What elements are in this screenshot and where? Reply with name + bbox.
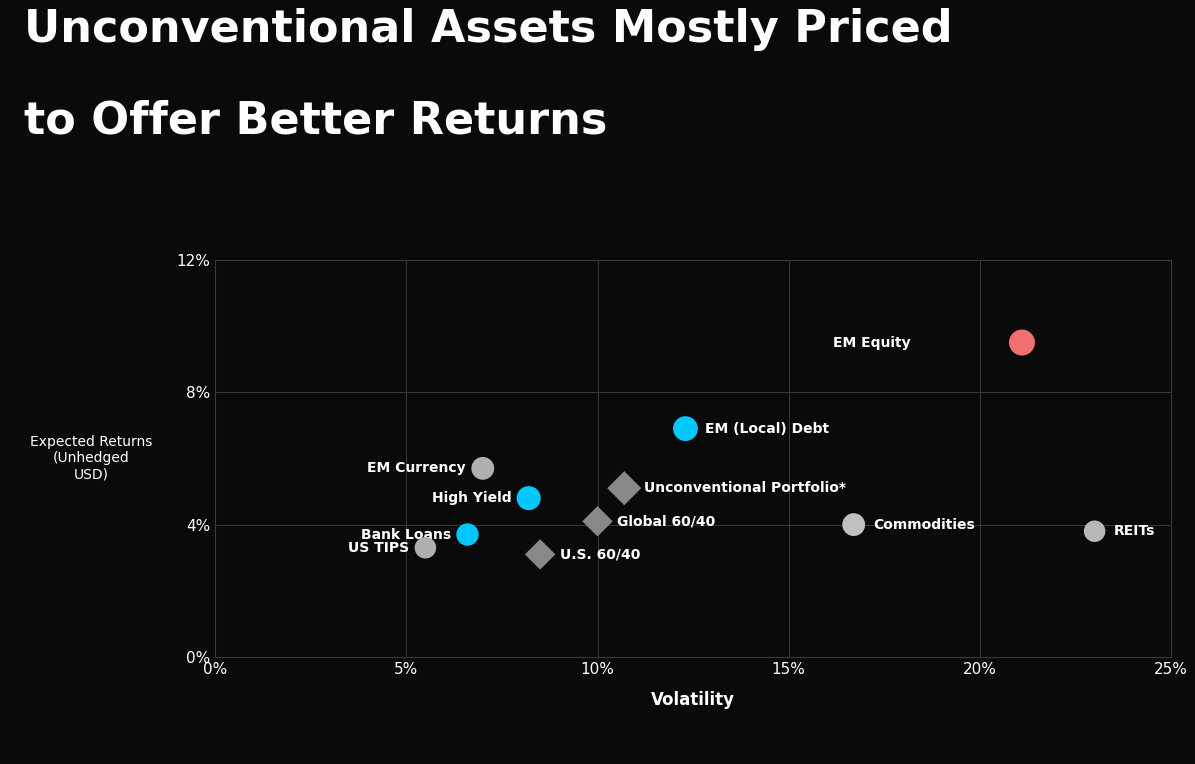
X-axis label: Volatility: Volatility	[651, 691, 735, 709]
Point	[458, 529, 477, 541]
Text: to Offer Better Returns: to Offer Better Returns	[24, 99, 607, 142]
Text: REITs: REITs	[1114, 524, 1156, 538]
Text: Commodities: Commodities	[874, 518, 975, 532]
Point	[676, 422, 695, 435]
Text: Unconventional Portfolio*: Unconventional Portfolio*	[644, 481, 846, 495]
Point	[1012, 336, 1031, 348]
Text: EM (Local) Debt: EM (Local) Debt	[705, 422, 829, 435]
Text: Global 60/40: Global 60/40	[617, 514, 715, 528]
Text: EM Currency: EM Currency	[368, 461, 466, 475]
Point	[531, 549, 550, 561]
Text: US TIPS: US TIPS	[348, 541, 409, 555]
Text: EM Equity: EM Equity	[833, 335, 911, 349]
Point	[844, 519, 863, 531]
Point	[588, 515, 607, 527]
Text: Bank Loans: Bank Loans	[361, 528, 451, 542]
Point	[473, 462, 492, 474]
Text: U.S. 60/40: U.S. 60/40	[559, 548, 641, 562]
Point	[1085, 525, 1104, 537]
Text: Unconventional Assets Mostly Priced: Unconventional Assets Mostly Priced	[24, 8, 952, 50]
Y-axis label: Expected Returns
(Unhedged
USD): Expected Returns (Unhedged USD)	[30, 435, 152, 481]
Point	[519, 492, 538, 504]
Text: High Yield: High Yield	[433, 491, 511, 505]
Point	[614, 482, 633, 494]
Point	[416, 542, 435, 554]
